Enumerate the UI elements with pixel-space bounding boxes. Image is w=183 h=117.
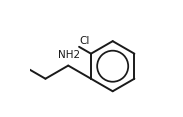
Text: NH2: NH2 (58, 50, 80, 60)
Text: Cl: Cl (80, 36, 90, 46)
